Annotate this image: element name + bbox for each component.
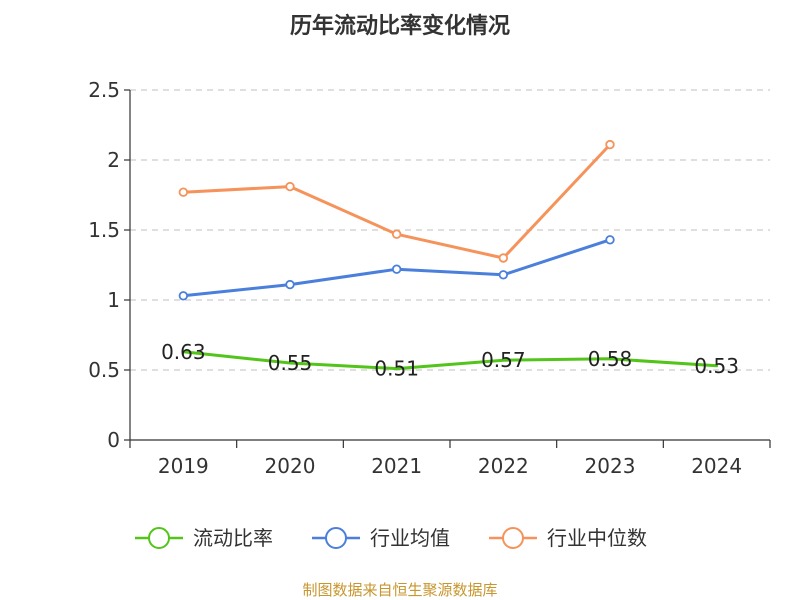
data-point bbox=[391, 229, 402, 239]
data-label: 0.51 bbox=[374, 357, 419, 381]
x-tick-label: 2020 bbox=[265, 454, 316, 478]
data-point bbox=[285, 181, 295, 192]
legend-item[interactable]: 行业均值 bbox=[312, 526, 450, 550]
series-line bbox=[181, 350, 719, 371]
data-label: 0.57 bbox=[481, 348, 526, 372]
legend-label: 流动比率 bbox=[193, 526, 273, 550]
data-point bbox=[178, 291, 189, 301]
y-tick-label: 0 bbox=[107, 428, 120, 452]
y-tick-label: 2.5 bbox=[88, 78, 120, 102]
chart-title: 历年流动比率变化情况 bbox=[290, 13, 510, 39]
data-point bbox=[605, 139, 615, 150]
x-tick-label: 2022 bbox=[478, 454, 529, 478]
source-note: 制图数据来自恒生聚源数据库 bbox=[302, 581, 497, 599]
x-tick-label: 2019 bbox=[158, 454, 209, 478]
grid bbox=[130, 89, 770, 371]
x-tick-label: 2023 bbox=[585, 454, 636, 478]
x-tick-label: 2024 bbox=[691, 454, 742, 478]
legend-marker-icon bbox=[502, 527, 524, 549]
data-labels: 0.63 0.55 0.51 0.57 0.58 0.53 bbox=[161, 340, 739, 381]
legend-marker-icon bbox=[325, 527, 347, 549]
y-tick-label: 2 bbox=[107, 148, 120, 172]
y-tick-label: 0.5 bbox=[88, 358, 120, 382]
series-lines bbox=[178, 139, 719, 371]
y-tick-label: 1 bbox=[107, 288, 120, 312]
data-point bbox=[498, 253, 509, 263]
legend-marker-icon bbox=[148, 527, 170, 549]
data-point bbox=[391, 264, 402, 274]
data-label: 0.58 bbox=[588, 347, 633, 371]
data-label: 0.63 bbox=[161, 340, 206, 364]
data-label: 0.55 bbox=[268, 351, 313, 375]
data-label: 0.53 bbox=[694, 354, 739, 378]
y-tick-label: 1.5 bbox=[88, 218, 120, 242]
legend-item[interactable]: 行业中位数 bbox=[489, 526, 647, 550]
legend-item[interactable]: 流动比率 bbox=[135, 526, 273, 550]
x-tick-label: 2021 bbox=[371, 454, 422, 478]
legend-label: 行业均值 bbox=[370, 526, 450, 550]
data-point bbox=[178, 187, 189, 197]
legend-label: 行业中位数 bbox=[547, 526, 647, 550]
data-point bbox=[498, 270, 509, 280]
legend: 流动比率 行业均值 行业中位数 bbox=[135, 526, 647, 550]
data-point bbox=[285, 279, 295, 290]
series-line bbox=[181, 143, 612, 260]
data-point bbox=[605, 235, 615, 245]
